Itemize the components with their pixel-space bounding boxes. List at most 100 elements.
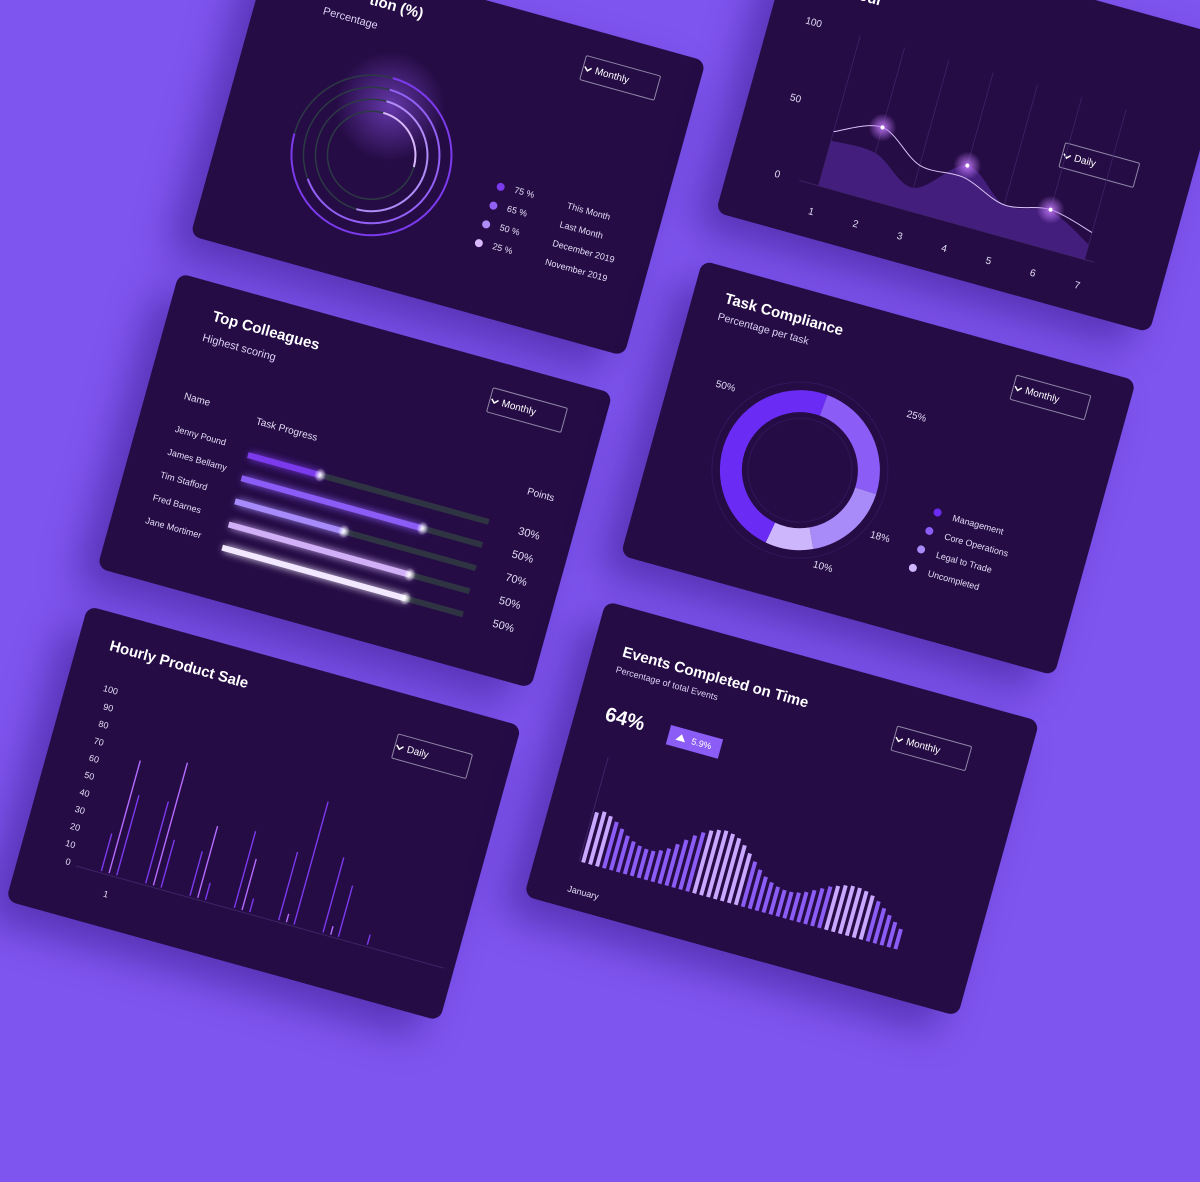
area-chart: 1 2 3 4 5 6 7 100 50 0	[773, 16, 1127, 292]
bar	[692, 830, 714, 894]
y-tick-label: 100	[102, 683, 119, 697]
glow	[335, 51, 446, 162]
area-series	[818, 140, 1089, 260]
y-tick-label: 30	[74, 804, 86, 816]
period-dropdown[interactable]: Monthly	[1009, 374, 1092, 421]
bar	[366, 934, 371, 945]
slice-label: 50%	[714, 379, 736, 395]
chevron-down-icon	[584, 66, 593, 72]
bar	[144, 801, 170, 884]
progress-fill	[240, 475, 423, 532]
y-tick-label: 0	[773, 169, 782, 181]
colleague-points: 70%	[503, 571, 529, 590]
radial-progress-chart	[290, 51, 453, 237]
bar	[893, 928, 903, 950]
slice-label: 25%	[905, 409, 927, 425]
bar	[657, 848, 672, 885]
period-dropdown[interactable]: Monthly	[579, 54, 662, 101]
period-dropdown[interactable]: Monthly	[890, 725, 973, 772]
data-point	[965, 163, 970, 168]
bar	[678, 835, 698, 890]
x-axis	[75, 865, 444, 969]
bar	[108, 760, 141, 874]
progress-glow	[335, 523, 352, 540]
data-point	[880, 125, 885, 130]
slice-label: 18%	[869, 529, 891, 545]
bar	[293, 801, 329, 925]
x-tick-label: 7	[1073, 280, 1082, 292]
bar	[204, 882, 211, 901]
x-tick-label: 5	[984, 255, 993, 267]
ring-progress	[290, 74, 453, 237]
events-completed-card: Events Completed on Time Percentage of t…	[524, 601, 1040, 1017]
bar	[189, 851, 203, 896]
colleague-points: 30%	[516, 525, 542, 543]
chevron-down-icon	[491, 398, 499, 405]
colleague-name: Tim Stafford	[159, 469, 209, 493]
bar	[650, 849, 664, 883]
y-tick-label: 90	[102, 702, 114, 714]
donut-slice	[819, 395, 880, 495]
colleague-name: Jenny Pound	[173, 423, 228, 448]
bar	[733, 852, 752, 906]
bar	[664, 843, 680, 887]
top-colleagues-card: Top Colleagues Highest scoring Monthly N…	[97, 273, 613, 689]
bar	[160, 839, 176, 888]
bar	[726, 844, 747, 904]
chevron-down-icon	[1063, 153, 1072, 160]
progress-fill	[227, 521, 411, 578]
progress-glow	[397, 590, 413, 607]
bar	[330, 925, 334, 935]
bar	[277, 851, 299, 921]
donut-chart: 50% 25% 18% 10%	[711, 379, 928, 575]
colleague-name: Jane Mortimer	[144, 515, 203, 541]
donut-slice	[809, 487, 877, 550]
bar	[602, 821, 619, 869]
progress-fill	[221, 544, 407, 602]
bar	[100, 833, 113, 872]
bar	[249, 898, 255, 913]
bar	[285, 913, 290, 923]
bar	[643, 850, 656, 881]
chevron-down-icon	[895, 736, 904, 743]
donut-slice	[719, 390, 828, 543]
ring-progress	[326, 110, 417, 201]
y-tick-label: 50	[789, 92, 803, 106]
y-tick-label: 50	[83, 770, 95, 782]
ring-progress	[314, 98, 429, 213]
x-tick-label: 2	[851, 218, 860, 230]
bar	[337, 885, 354, 937]
column-header-progress: Task Progress	[254, 416, 319, 444]
period-dropdown[interactable]: Daily	[390, 733, 474, 780]
bar	[713, 833, 735, 900]
progress-glow	[312, 466, 328, 484]
bar	[747, 869, 763, 910]
bar	[699, 829, 722, 896]
x-tick-label: 4	[940, 243, 949, 255]
period-dropdown[interactable]: Daily	[1058, 142, 1141, 189]
bar	[608, 828, 625, 871]
bar	[588, 811, 607, 865]
inner-guide	[747, 417, 853, 523]
striped-bar-chart	[578, 757, 903, 950]
bar	[152, 762, 189, 886]
y-tick-label: 10	[64, 838, 76, 850]
progress-glow	[401, 566, 417, 583]
period-dropdown[interactable]: Monthly	[485, 387, 569, 433]
bar	[116, 794, 140, 876]
progress-fill	[247, 452, 321, 479]
column-header-points: Points	[525, 486, 556, 505]
y-tick-label: 80	[97, 719, 109, 731]
bar	[685, 831, 706, 892]
outer-guide	[711, 381, 889, 559]
x-tick-label: 1	[102, 889, 110, 900]
bar	[629, 845, 642, 877]
progress-glow	[414, 519, 430, 537]
column-header-name: Name	[182, 391, 212, 409]
hourly-product-sale-card: Hourly Product Sale Daily 100 90 80 70 60 50 4…	[5, 605, 522, 1021]
grid-line	[906, 59, 950, 211]
y-tick-label: 20	[69, 821, 81, 833]
task-compliance-card: Task Compliance Percentage per task Mont…	[620, 260, 1137, 676]
